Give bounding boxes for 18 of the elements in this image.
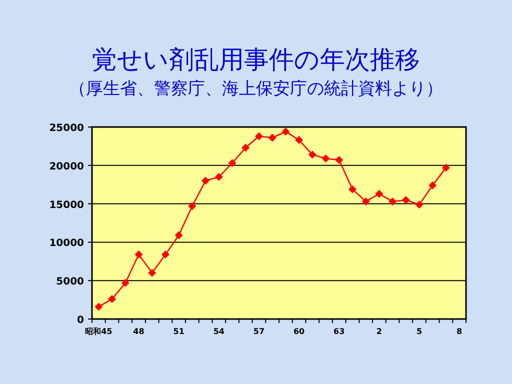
ytick: 5000 — [56, 276, 84, 288]
ytick: 25000 — [49, 123, 84, 134]
xtick: 57 — [253, 327, 265, 336]
xtick: 8 — [456, 327, 462, 336]
xtick: 51 — [173, 327, 184, 336]
title: 覚せい剤乱用事件の年次推移 — [92, 45, 420, 74]
ytick: 15000 — [49, 200, 84, 211]
xtick: 2 — [376, 327, 382, 336]
ytick: 10000 — [49, 238, 84, 250]
ytick: 0 — [77, 315, 84, 326]
xtick: 48 — [133, 327, 144, 336]
xtick: 5 — [416, 327, 422, 336]
subtitle: （厚生省、警察庁、海上保安庁の統計資料より） — [69, 79, 443, 99]
ytick: 20000 — [49, 161, 84, 172]
xtick: 昭和45 — [85, 327, 112, 336]
xtick: 63 — [334, 327, 345, 336]
xtick: 60 — [293, 327, 305, 336]
xtick: 54 — [213, 327, 224, 336]
